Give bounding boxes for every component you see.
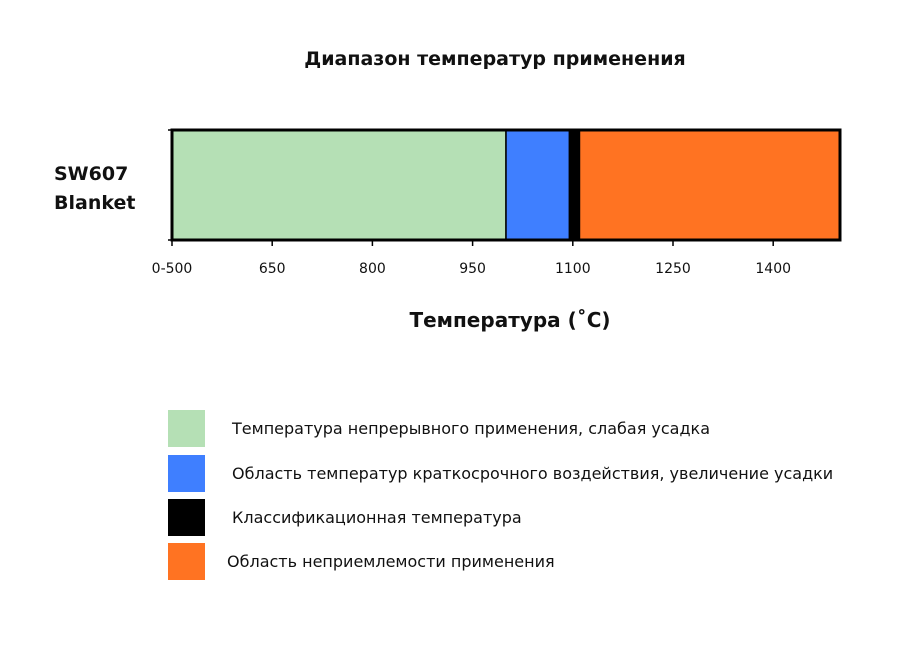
x-tick-label: 1400	[755, 261, 791, 277]
x-tick-label: 1250	[655, 261, 691, 277]
x-tick-label: 800	[359, 261, 386, 277]
x-tick-label: 950	[459, 261, 486, 277]
x-axis-label: Температура (˚C)	[409, 308, 611, 332]
legend-label: Область температур краткосрочного воздей…	[232, 464, 834, 483]
legend-swatch	[168, 410, 205, 447]
bar-segment-2	[568, 129, 581, 241]
legend-swatch	[168, 499, 205, 536]
x-tick-label: 1100	[555, 261, 591, 277]
plot-frame	[170, 128, 842, 242]
legend-label: Температура непрерывного применения, сла…	[232, 419, 711, 438]
x-tick-label: 650	[259, 261, 286, 277]
legend-swatch	[168, 455, 205, 492]
chart-plot: 0-500 650 800 950 1100 1250 1400	[152, 128, 842, 277]
bar-segment-1	[505, 129, 571, 241]
x-tick-label: 0-500	[152, 261, 193, 277]
chart-title: Диапазон температур применения	[304, 48, 686, 70]
bar-segment-3	[578, 129, 841, 241]
legend-label: Область неприемлемости применения	[227, 552, 555, 571]
category-label-line-1: SW607	[54, 163, 129, 185]
category-label-line-2: Blanket	[54, 192, 136, 214]
bar-segment-0	[171, 129, 507, 241]
legend-label: Классификационная температура	[232, 508, 522, 527]
legend-swatch	[168, 543, 205, 580]
